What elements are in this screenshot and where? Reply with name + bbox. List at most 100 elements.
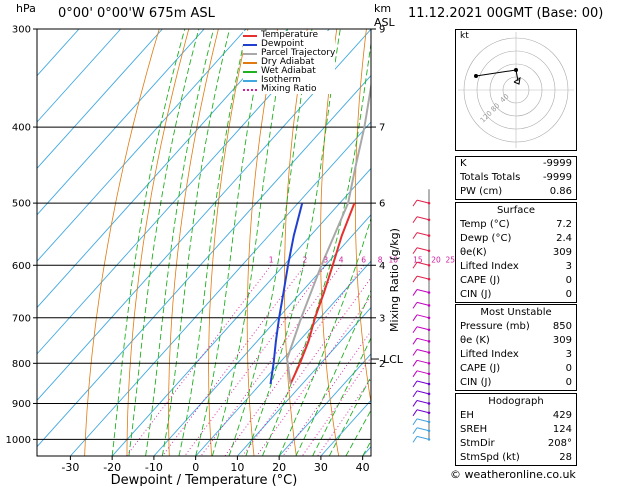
y-tick-label: 300 (12, 25, 31, 36)
legend-item: Mixing Ratio (243, 85, 335, 94)
plot-frame (36, 28, 372, 457)
most-unstable-title: Most Unstable (480, 307, 552, 318)
wind-barb-flag (412, 302, 418, 309)
isotherm-line (153, 214, 371, 456)
wind-barb-shaft (416, 301, 430, 306)
wind-barb-flag (412, 199, 418, 207)
wind-barb-shaft (416, 359, 430, 364)
copyright-footer: © weatheronline.co.uk (450, 468, 576, 481)
hodograph-trace (475, 69, 519, 82)
hodograph-ring-label: 120 (479, 109, 494, 124)
dry-adiabat-line (168, 29, 219, 456)
wind-barb-shaft (416, 326, 430, 331)
wet-adiabat-line (145, 29, 215, 456)
row-label: Temp (°C) (460, 219, 510, 230)
isotherm-line (37, 29, 247, 262)
row-value: 3 (565, 349, 572, 360)
wind-barbs (412, 189, 431, 443)
table-row: Temp (°C) 7.2 (456, 218, 576, 232)
y-tick-label: 900 (12, 399, 31, 410)
row-value: 0 (565, 289, 572, 300)
km-tick-label: 4 (379, 261, 385, 272)
skewt-profiles (269, 80, 371, 385)
legend-swatch (243, 52, 257, 55)
most-unstable-panel: Most Unstable Pressure (mb) 850 θe (K) 309 L… (455, 304, 577, 391)
table-row: StmSpd (kt) 28 (456, 451, 576, 465)
x-tick-label: 10 (230, 461, 244, 474)
surface-title: Surface (496, 205, 536, 216)
hodograph-ring-label: 80 (490, 102, 502, 114)
km-tick-label: 6 (379, 199, 385, 210)
row-label: Dewp (°C) (460, 233, 512, 244)
table-row: θe (K) 309 (456, 334, 576, 348)
legend-label: Parcel Trajectory (261, 48, 336, 58)
isotherm-line (70, 121, 371, 456)
legend-label: Dry Adiabat (261, 57, 315, 67)
legend-swatch (243, 43, 257, 46)
wind-barb-flag (412, 436, 418, 443)
row-label: K (460, 158, 467, 169)
row-label: CAPE (J) (460, 275, 501, 286)
series-temperature (289, 202, 356, 385)
wind-barb-flag (412, 409, 418, 417)
wind-barb-shaft (416, 289, 430, 294)
table-row: Pressure (mb) 850 (456, 320, 576, 334)
table-row: CIN (J) 0 (456, 376, 576, 390)
row-value: 0 (565, 275, 572, 286)
indices-panel: K -9999 Totals Totals -9999 PW (cm) 0.86 (455, 156, 577, 200)
datetime-label: 11.12.2021 00GMT (Base: 00) (408, 6, 604, 21)
skewt-background-lines (37, 29, 371, 456)
legend-item: Wet Adiabat (243, 67, 335, 76)
storm-motion-marker (513, 76, 521, 85)
wind-barb-flag (412, 289, 418, 296)
row-value: 429 (552, 410, 572, 421)
wind-barb-flag (412, 427, 418, 435)
wind-barb-flag (412, 275, 418, 283)
mixing-ratio-line (200, 265, 342, 456)
isotherm-line (37, 29, 289, 309)
series-dewpoint (269, 202, 304, 385)
row-label: EH (460, 410, 474, 421)
row-label: CIN (J) (460, 377, 492, 388)
wind-barb-flag (412, 418, 418, 426)
legend-label: Temperature (261, 30, 319, 40)
legend-swatch (243, 79, 257, 82)
wind-barb-flag (412, 326, 418, 334)
row-label: CIN (J) (460, 289, 492, 300)
row-value: 3 (565, 261, 572, 272)
isotherm-line (195, 260, 371, 456)
row-value: 208° (547, 438, 572, 449)
wind-barb-shaft (416, 399, 430, 404)
row-label: CAPE (J) (460, 363, 501, 374)
wind-barb-flag (412, 338, 418, 345)
row-label: Totals Totals (460, 172, 521, 183)
row-label: Pressure (mb) (460, 321, 530, 332)
y-tick-label: 800 (12, 359, 31, 370)
row-label: StmSpd (kt) (460, 452, 520, 463)
wind-barb-shaft (416, 427, 430, 432)
wind-barb-shaft (416, 409, 430, 414)
mixing-ratio-label: 15 (413, 255, 423, 264)
wet-adiabat-line (195, 29, 267, 456)
skewt-axes: 1 2 3 4 6 8 10 15 20 253004005006007008009001000-… (6, 25, 456, 486)
mixing-ratio-axis-label: Mixing Ratio (g/kg) (388, 228, 401, 332)
pressure-unit-label: hPa (16, 2, 36, 15)
y-tick-label: 700 (12, 313, 31, 324)
x-tick-label: 0 (192, 461, 199, 474)
row-value: 28 (559, 452, 572, 463)
hodograph-point (514, 68, 518, 72)
y-tick-label: 500 (12, 199, 31, 210)
hodograph-table: EH 429 SREH 124 StmDir 208° StmSpd (kt) 28 (456, 409, 576, 465)
row-label: PW (cm) (460, 186, 503, 197)
wet-adiabat-line (345, 409, 371, 456)
wet-adiabat-line (211, 29, 288, 456)
series-parcel-trajectory (286, 80, 371, 385)
table-row: SREH 124 (456, 423, 576, 437)
row-value: 124 (552, 424, 572, 435)
mixing-ratio-label: 2 (303, 255, 308, 264)
row-value: 309 (552, 335, 572, 346)
wet-adiabat-line (312, 336, 371, 456)
wind-barb-flag (412, 247, 418, 255)
row-value: 850 (552, 321, 572, 332)
